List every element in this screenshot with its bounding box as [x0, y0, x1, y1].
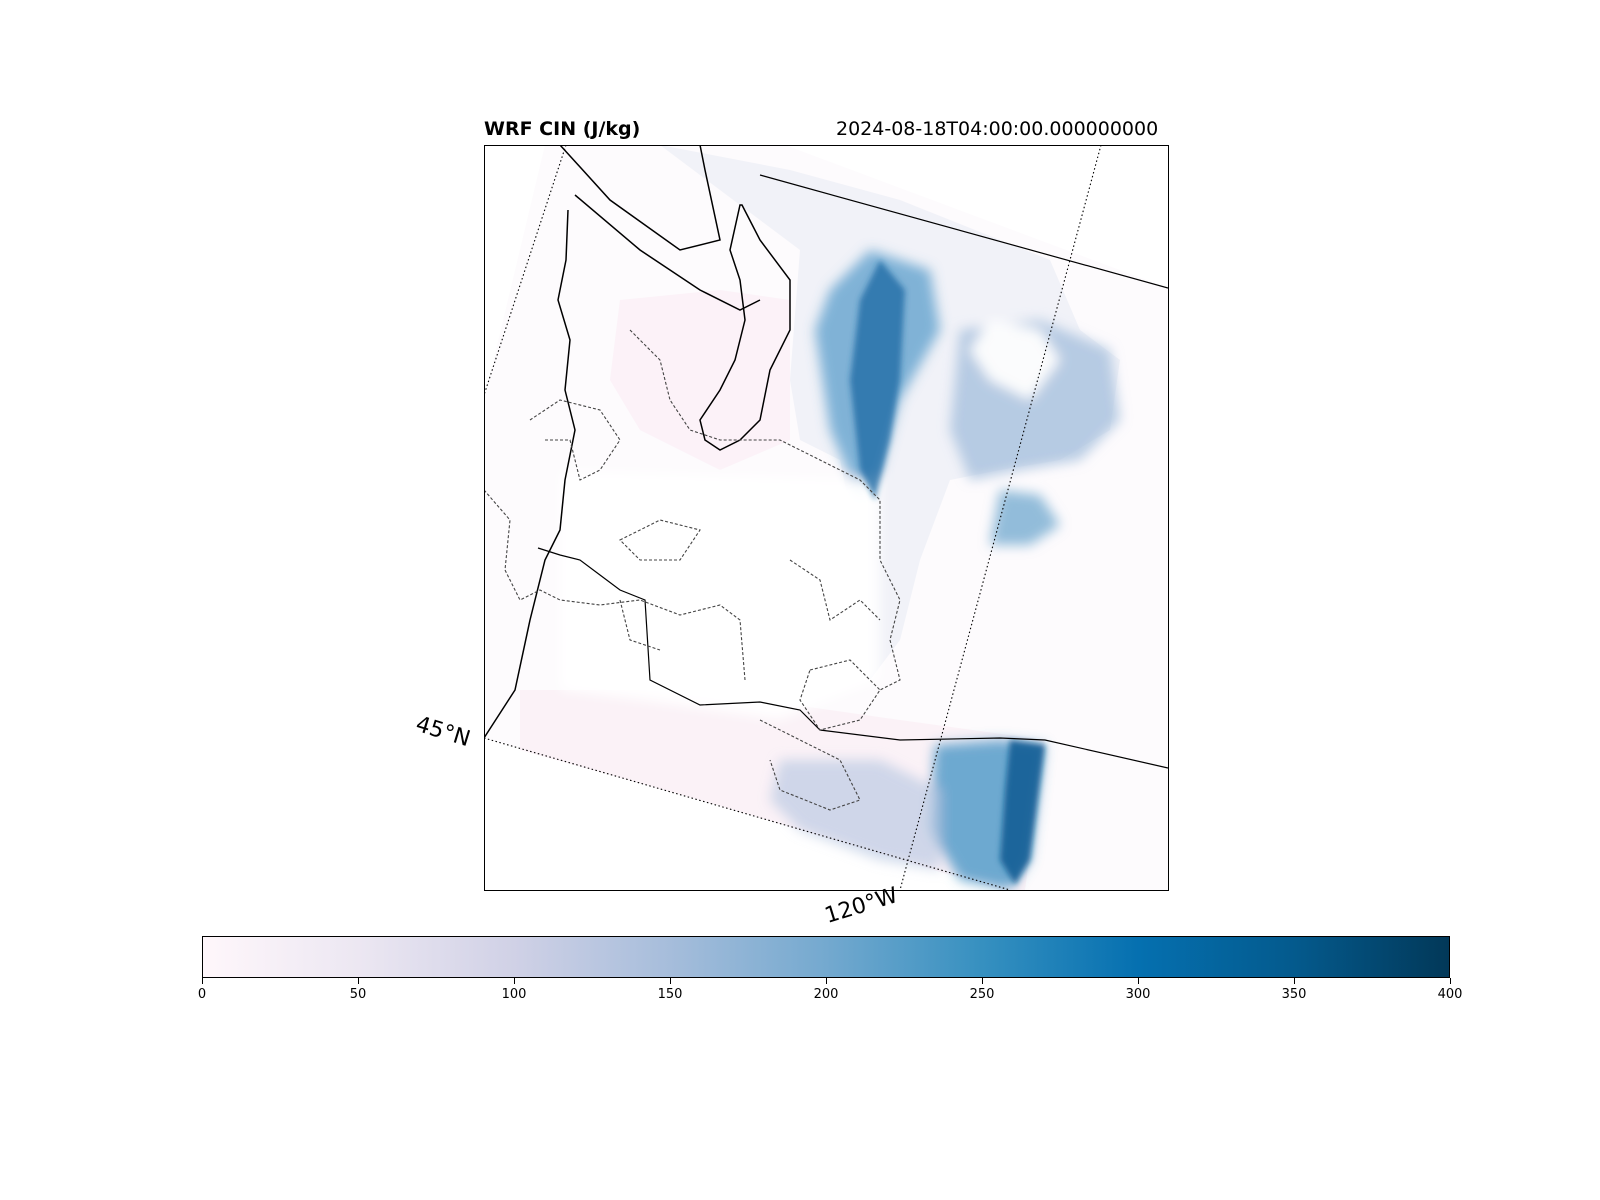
puget-sound [699, 204, 791, 451]
colorbar-tick [357, 978, 359, 984]
state-border-canada [759, 174, 1168, 289]
colorbar-tick [513, 978, 515, 984]
colorbar-tick [201, 978, 203, 984]
field-se-dark [1000, 740, 1045, 885]
colorbar [202, 936, 1450, 978]
colorbar-tick-label: 400 [1437, 987, 1463, 1002]
colorbar-tick-label: 0 [197, 987, 207, 1002]
colorbar-tick-label: 300 [1125, 987, 1151, 1002]
coastline [484, 209, 576, 739]
colorbar-tick-label: 200 [813, 987, 839, 1002]
field-s-medium [770, 760, 940, 870]
map-area [484, 145, 1168, 890]
strait-of-juan-de-fuca [574, 194, 761, 311]
colorbar-tick [981, 978, 983, 984]
field-white-hole [970, 320, 1060, 400]
county-borders [484, 329, 901, 811]
colorbar-tick [1137, 978, 1139, 984]
field-east-blob [990, 490, 1060, 545]
field-low-west [610, 290, 790, 470]
colorbar-tick [669, 978, 671, 984]
gridlines [484, 145, 1102, 890]
colorbar-fill [202, 936, 1450, 978]
colorbar-tick-label: 350 [1281, 987, 1307, 1002]
colorbar-tick-label: 50 [349, 987, 367, 1002]
colorbar-tick [1449, 978, 1451, 984]
colorbar-tick-label: 100 [501, 987, 527, 1002]
colorbar-tick [1293, 978, 1295, 984]
map-timestamp: 2024-08-18T04:00:00.000000000 [836, 118, 1159, 140]
field-central-dark [850, 260, 905, 500]
colorbar-tick-label: 250 [969, 987, 995, 1002]
strait-north-shore [559, 145, 721, 251]
map-frame [484, 145, 1169, 891]
field-center-white [560, 470, 880, 720]
map-title: WRF CIN (J/kg) [484, 118, 641, 140]
colorbar-tick-label: 150 [657, 987, 683, 1002]
state-border-wa-or [537, 547, 1168, 769]
colorbar-tick [825, 978, 827, 984]
